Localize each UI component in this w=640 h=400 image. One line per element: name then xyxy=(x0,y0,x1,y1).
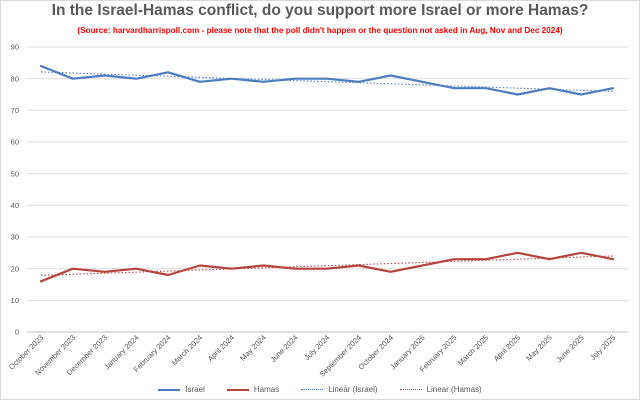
x-tick-label: May 2025 xyxy=(524,333,554,363)
legend-label-linear-hamas: Linear (Hamas) xyxy=(426,385,482,394)
y-tick-label: 10 xyxy=(11,296,19,305)
legend-item-linear-israel: Linear (Israel) xyxy=(301,385,378,394)
trendline-hamas xyxy=(40,255,614,276)
x-tick-label: March 2024 xyxy=(170,333,204,367)
legend-label-hamas: Hamas xyxy=(253,385,280,394)
x-tick-label: March 2025 xyxy=(456,333,490,367)
y-tick-label: 80 xyxy=(11,74,19,83)
legend-swatch-linear-israel xyxy=(301,389,324,390)
legend-swatch-hamas xyxy=(226,388,249,391)
y-tick-label: 60 xyxy=(11,138,19,147)
trendline-israel xyxy=(40,71,614,92)
y-tick-label: 0 xyxy=(15,328,19,337)
y-tick-label: 90 xyxy=(11,43,19,52)
legend-swatch-israel xyxy=(158,388,181,391)
x-tick-label: April 2025 xyxy=(492,333,522,363)
x-tick-label: June 2024 xyxy=(268,333,299,364)
legend-item-hamas: Hamas xyxy=(226,385,280,394)
x-tick-label: June 2025 xyxy=(554,333,585,364)
legend-label-israel: Israel xyxy=(185,385,205,394)
legend-item-linear-hamas: Linear (Hamas) xyxy=(399,385,482,394)
x-tick-label: May 2024 xyxy=(238,333,268,363)
series-line-israel xyxy=(39,64,615,96)
y-tick-label: 50 xyxy=(11,169,19,178)
chart-subtitle: (Source: harvardharrispoll.com - please … xyxy=(77,26,563,35)
legend-swatch-linear-hamas xyxy=(399,389,422,390)
chart-title: In the Israel-Hamas conflict, do you sup… xyxy=(51,2,589,19)
chart-legend: Israel Hamas Linear (Israel) Linear (Ham… xyxy=(0,385,640,394)
x-tick-label: April 2024 xyxy=(206,333,236,363)
x-tick-label: July 2025 xyxy=(588,333,617,362)
legend-item-israel: Israel xyxy=(158,385,205,394)
legend-label-linear-israel: Linear (Israel) xyxy=(328,385,378,394)
x-tick-label: July 2024 xyxy=(302,333,331,362)
series-line-hamas xyxy=(39,251,615,283)
y-tick-label: 30 xyxy=(11,233,19,242)
y-tick-label: 40 xyxy=(11,201,19,210)
y-tick-label: 20 xyxy=(11,264,19,273)
y-tick-label: 70 xyxy=(11,106,19,115)
